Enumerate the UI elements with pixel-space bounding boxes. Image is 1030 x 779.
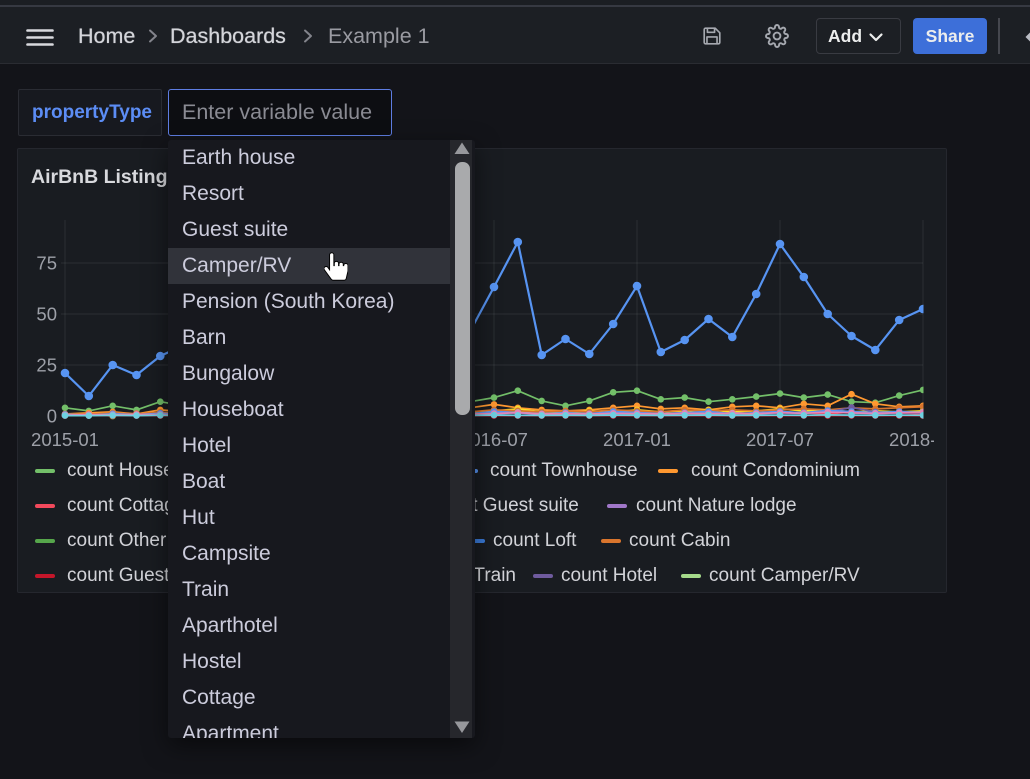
svg-text:2016-07: 2016-07: [460, 429, 528, 450]
svg-text:2018-01: 2018-01: [889, 429, 947, 450]
svg-text:2015-01: 2015-01: [31, 429, 99, 450]
svg-text:50: 50: [36, 304, 57, 325]
svg-text:2017-07: 2017-07: [746, 429, 814, 450]
svg-text:25: 25: [36, 355, 57, 376]
svg-text:2017-01: 2017-01: [603, 429, 671, 450]
svg-text:75: 75: [36, 253, 57, 274]
svg-text:0: 0: [47, 406, 57, 427]
